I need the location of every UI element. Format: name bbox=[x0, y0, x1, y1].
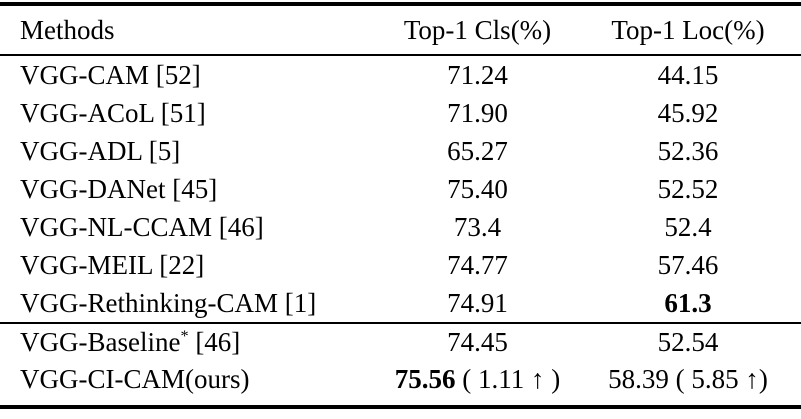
loc-cell: 44.15 bbox=[575, 60, 801, 91]
cls-value: 75.40 bbox=[447, 173, 508, 204]
loc-cell: 52.36 bbox=[575, 136, 801, 167]
table-bottom-rule bbox=[0, 405, 801, 409]
table-row-vgg-danet: VGG-DANet [45] 75.40 52.52 bbox=[0, 170, 801, 208]
loc-value: 45.92 bbox=[657, 97, 719, 128]
cls-value: 74.77 bbox=[447, 249, 508, 280]
method-cell: VGG-Baseline* [46] bbox=[0, 327, 380, 358]
method-text: VGG-ADL [5] bbox=[20, 135, 181, 166]
bottom-spacer bbox=[0, 398, 801, 405]
cls-cell: 71.90 bbox=[380, 98, 575, 129]
cls-value: 74.45 bbox=[447, 327, 508, 357]
loc-value: 58.39 ( 5.85 ↑) bbox=[608, 364, 768, 394]
cls-cell: 74.91 bbox=[380, 288, 575, 319]
table-top-rule bbox=[0, 2, 801, 6]
method-text: VGG-MEIL [22] bbox=[20, 249, 205, 280]
table-row-vgg-meil: VGG-MEIL [22] 74.77 57.46 bbox=[0, 246, 801, 284]
loc-bold-value: 61.3 bbox=[664, 287, 712, 318]
method-text: VGG-DANet [45] bbox=[20, 173, 218, 204]
method-cell: VGG-CI-CAM(ours) bbox=[0, 364, 380, 395]
method-cell: VGG-ACoL [51] bbox=[0, 98, 380, 129]
method-text: VGG-Rethinking-CAM [1] bbox=[20, 287, 317, 318]
loc-value: 52.4 bbox=[664, 211, 712, 242]
table-row-vgg-acol: VGG-ACoL [51] 71.90 45.92 bbox=[0, 94, 801, 132]
loc-cell: 52.4 bbox=[575, 212, 801, 243]
method-text: VGG-ACoL [51] bbox=[20, 97, 206, 128]
cls-bold-value: 75.56 bbox=[394, 364, 456, 394]
table-row-vgg-nl-ccam: VGG-NL-CCAM [46] 73.4 52.4 bbox=[0, 208, 801, 246]
table-row-vgg-rethinking-cam: VGG-Rethinking-CAM [1] 74.91 61.3 bbox=[0, 284, 801, 322]
cls-cell: 71.24 bbox=[380, 60, 575, 91]
header-top1-loc: Top-1 Loc(%) bbox=[611, 14, 765, 45]
method-cell: VGG-ADL [5] bbox=[0, 136, 380, 167]
table-row-vgg-ci-cam-ours: VGG-CI-CAM(ours) 75.56 ( 1.11 ↑ ) 58.39 … bbox=[0, 361, 801, 398]
cls-value: 65.27 bbox=[447, 135, 508, 166]
header-divider-rule bbox=[0, 54, 801, 56]
method-ref: [46] bbox=[188, 327, 241, 357]
cls-cell: 75.40 bbox=[380, 174, 575, 205]
loc-cell: 61.3 bbox=[575, 288, 801, 319]
loc-value: 52.54 bbox=[657, 327, 719, 357]
header-top1-cls: Top-1 Cls(%) bbox=[403, 14, 552, 45]
cls-cell: 74.77 bbox=[380, 250, 575, 281]
cls-cell: 74.45 bbox=[380, 327, 575, 358]
loc-value: 52.36 bbox=[657, 135, 719, 166]
cls-value: ( 1.11 ↑ ) bbox=[455, 364, 561, 394]
loc-cell: 45.92 bbox=[575, 98, 801, 129]
method-superscript: * bbox=[180, 327, 189, 345]
loc-cell: 57.46 bbox=[575, 250, 801, 281]
cls-value: 71.24 bbox=[447, 59, 508, 90]
loc-value: 57.46 bbox=[657, 249, 719, 280]
header-methods: Methods bbox=[20, 14, 115, 45]
table-header-row: Methods Top-1 Cls(%) Top-1 Loc(%) bbox=[0, 6, 801, 54]
method-cell: VGG-MEIL [22] bbox=[0, 250, 380, 281]
loc-value: 52.52 bbox=[657, 173, 719, 204]
method-cell: VGG-CAM [52] bbox=[0, 60, 380, 91]
section-divider-rule bbox=[0, 322, 801, 324]
cls-value: 71.90 bbox=[447, 97, 508, 128]
cls-cell: 65.27 bbox=[380, 136, 575, 167]
loc-value: 44.15 bbox=[657, 59, 719, 90]
table-row-vgg-cam: VGG-CAM [52] 71.24 44.15 bbox=[0, 56, 801, 94]
loc-cell: 58.39 ( 5.85 ↑) bbox=[575, 364, 801, 395]
method-cell: VGG-DANet [45] bbox=[0, 174, 380, 205]
method-text: VGG-CI-CAM(ours) bbox=[20, 364, 250, 394]
table-row-vgg-baseline: VGG-Baseline* [46] 74.45 52.54 bbox=[0, 324, 801, 361]
method-text: VGG-CAM [52] bbox=[20, 59, 201, 90]
method-text: VGG-Baseline bbox=[20, 327, 181, 357]
loc-cell: 52.52 bbox=[575, 174, 801, 205]
cls-cell: 73.4 bbox=[380, 212, 575, 243]
table-row-vgg-adl: VGG-ADL [5] 65.27 52.36 bbox=[0, 132, 801, 170]
loc-cell: 52.54 bbox=[575, 327, 801, 358]
method-text: VGG-NL-CCAM [46] bbox=[20, 211, 264, 242]
cls-value: 73.4 bbox=[453, 211, 502, 242]
cls-cell: 75.56 ( 1.11 ↑ ) bbox=[380, 364, 575, 395]
method-cell: VGG-Rethinking-CAM [1] bbox=[0, 288, 380, 319]
method-cell: VGG-NL-CCAM [46] bbox=[0, 212, 380, 243]
cls-value: 74.91 bbox=[447, 287, 508, 318]
